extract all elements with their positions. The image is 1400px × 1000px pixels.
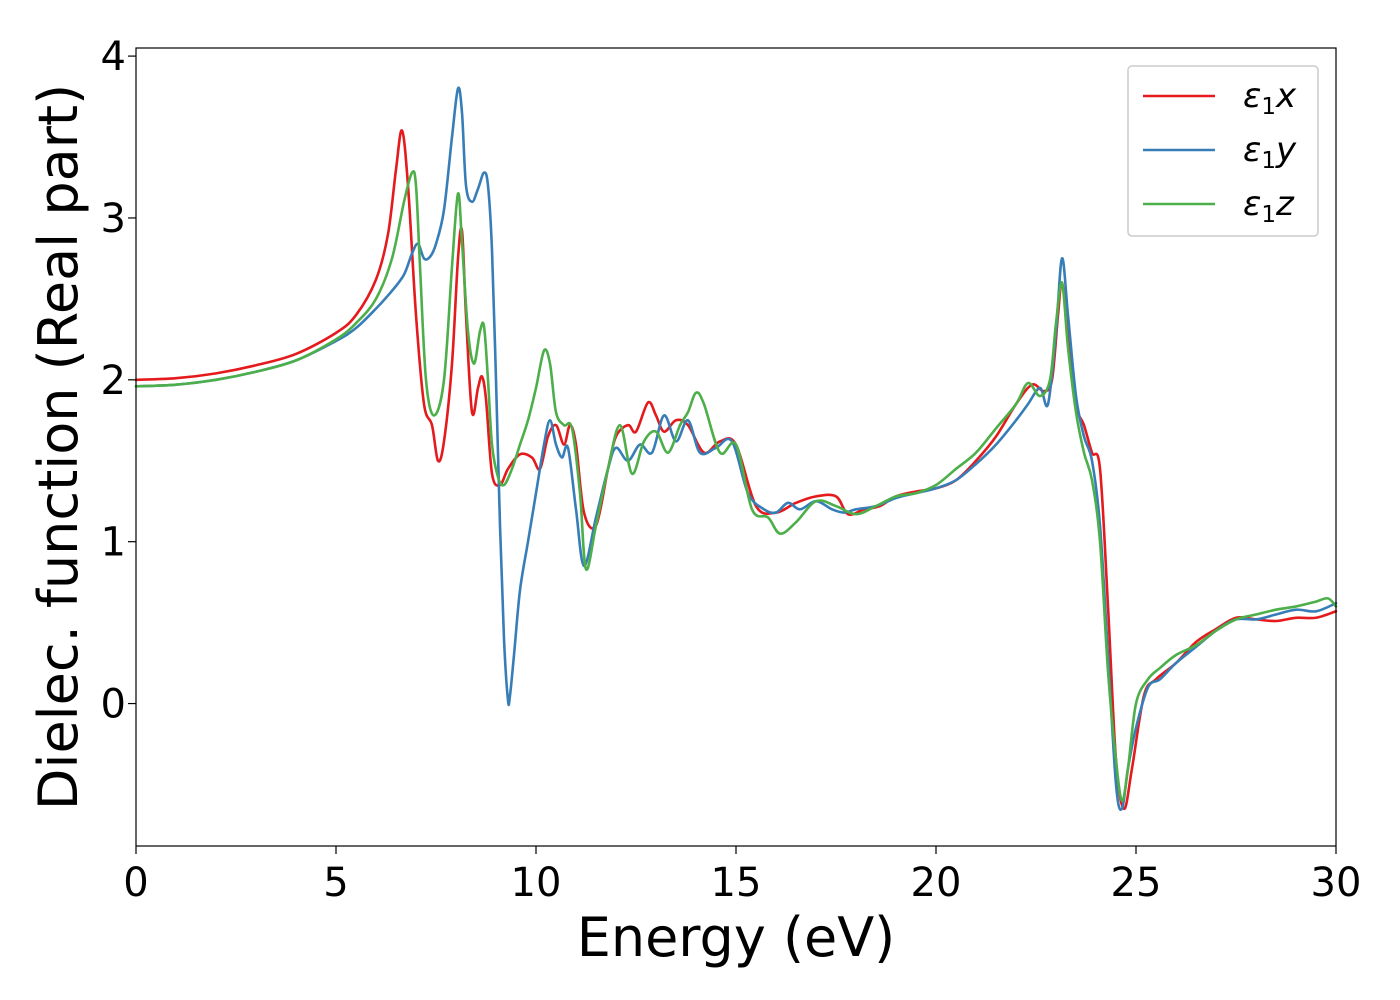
x-tick-label: 10	[511, 860, 562, 906]
x-tick-label: 20	[911, 860, 962, 906]
y-tick-label: 1	[101, 520, 126, 566]
x-tick-label: 0	[123, 860, 148, 906]
series-line-z	[134, 170, 1338, 802]
y-axis-ticks: 0 1 2 3 4	[101, 34, 136, 728]
legend-label-x: ε1x	[1243, 76, 1297, 120]
series-layer	[134, 86, 1338, 812]
x-tick-label: 30	[1311, 860, 1362, 906]
y-tick-label: 3	[101, 196, 126, 242]
x-tick-label: 5	[323, 860, 348, 906]
series-line-x	[134, 129, 1338, 811]
x-axis-title: Energy (eV)	[577, 906, 896, 969]
x-tick-label: 25	[1111, 860, 1162, 906]
legend: ε1x ε1y ε1z	[1127, 65, 1319, 237]
y-axis-title: Dielec. function (Real part)	[27, 84, 90, 810]
y-tick-label: 4	[101, 34, 126, 80]
y-tick-label: 2	[101, 358, 126, 404]
y-tick-label: 0	[101, 682, 126, 728]
x-axis-ticks: 0 5 10 15 20 25 30	[123, 846, 1361, 906]
x-tick-label: 15	[711, 860, 762, 906]
legend-box	[1127, 65, 1319, 237]
legend-label-z: ε1z	[1243, 184, 1295, 228]
legend-label-y: ε1y	[1243, 130, 1297, 174]
